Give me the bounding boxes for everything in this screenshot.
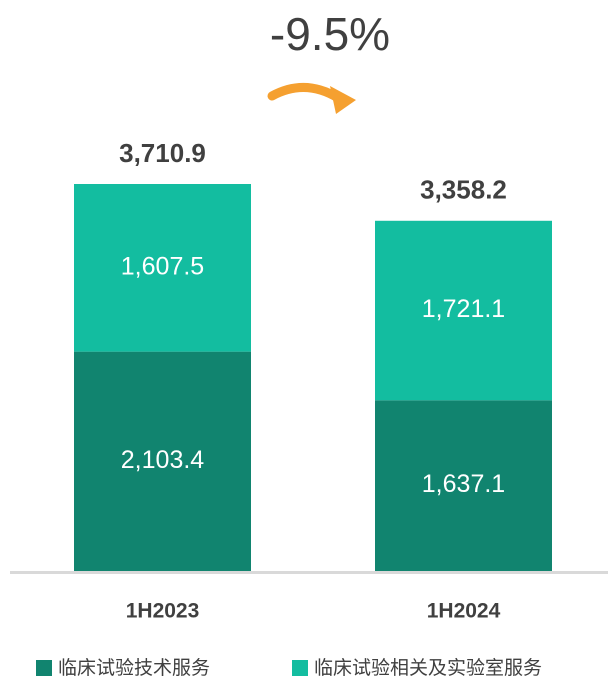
bar-segment (74, 184, 251, 352)
total-label: 3,358.2 (420, 175, 507, 205)
legend-label: 临床试验相关及实验室服务 (314, 657, 542, 679)
segment-label: 1,721.1 (422, 295, 505, 323)
legend-swatch (36, 660, 52, 676)
bar-segment (375, 220, 552, 401)
bar-segment (375, 400, 552, 571)
arrow-head (330, 86, 356, 114)
change-annotation: -9.5% (270, 8, 390, 60)
x-tick-label: 1H2024 (427, 600, 501, 623)
legend-swatch (292, 660, 308, 676)
bar-segment (74, 351, 251, 571)
x-tick-label: 1H2023 (126, 600, 200, 623)
arrow (267, 83, 343, 103)
segment-label: 2,103.4 (121, 446, 205, 474)
segment-label: 1,637.1 (422, 470, 505, 498)
legend-label: 临床试验技术服务 (58, 657, 210, 679)
total-label: 3,710.9 (119, 138, 206, 168)
segment-label: 1,607.5 (121, 252, 204, 280)
